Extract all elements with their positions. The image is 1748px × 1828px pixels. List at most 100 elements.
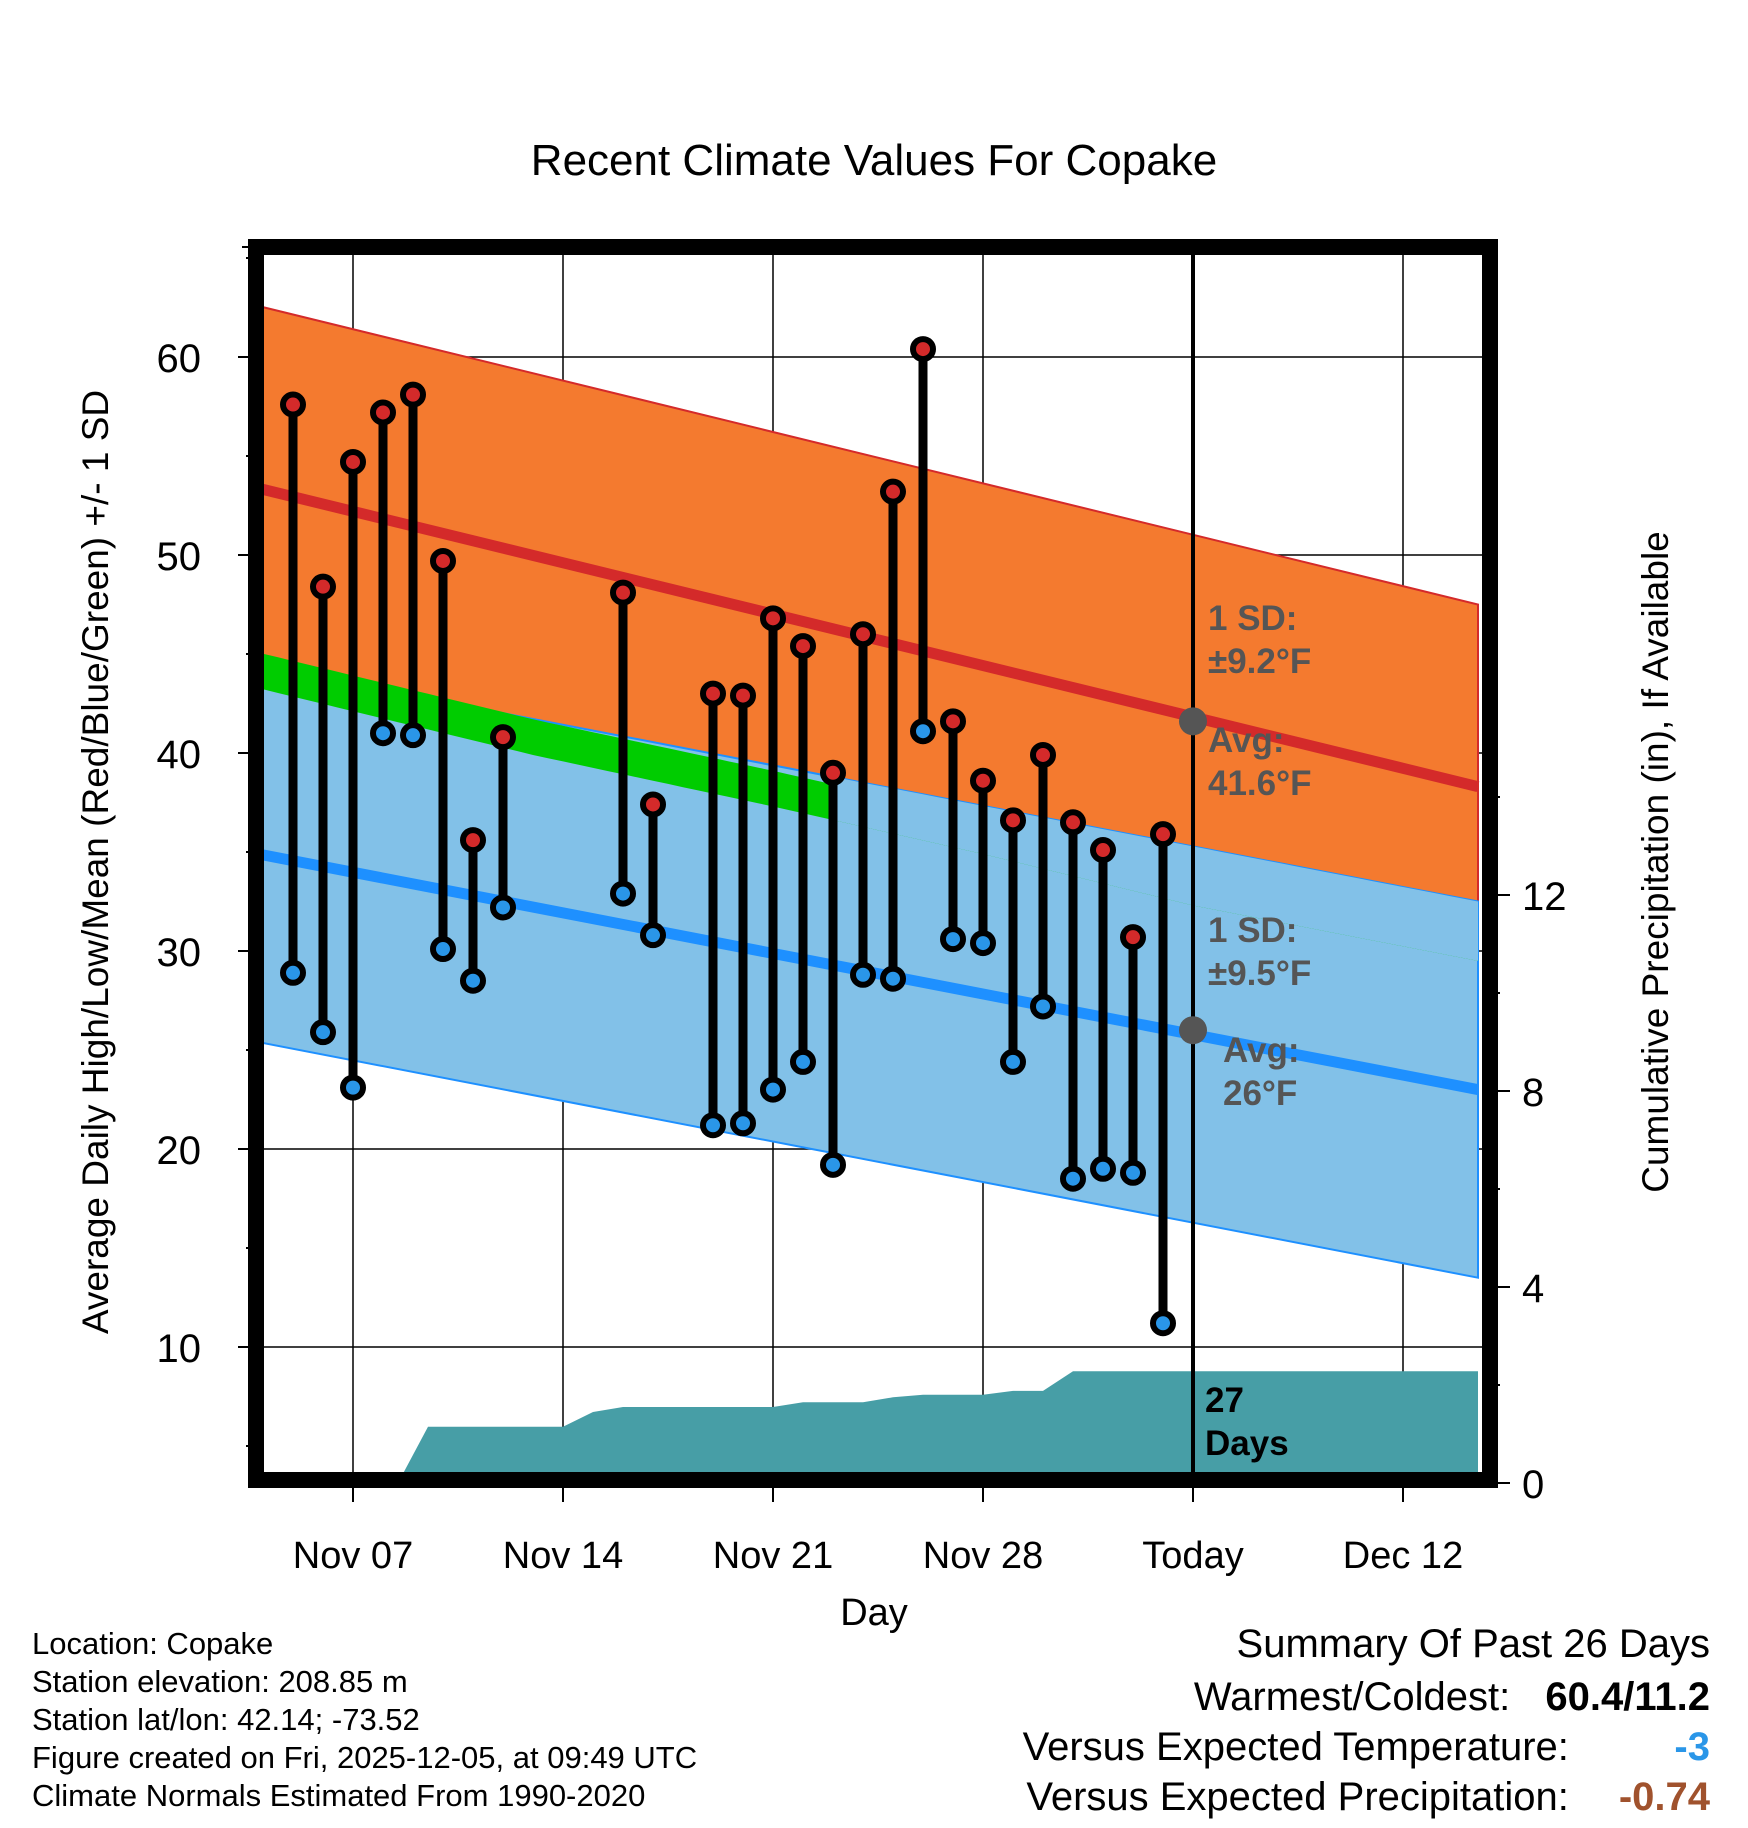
x-tick-label: Nov 21 [713, 1535, 833, 1577]
precipitation-area [399, 1371, 1478, 1480]
precip-label: Versus Expected Precipitation: [1026, 1775, 1569, 1819]
daily-high-point [1030, 741, 1056, 768]
y2-axis-label: Cumulative Precipitation (in), If Availa… [1635, 531, 1676, 1193]
temp-label: Versus Expected Temperature: [1022, 1725, 1569, 1769]
low-sd-value: ±9.5°F [1208, 954, 1311, 993]
daily-high-point [730, 682, 756, 709]
elevation-text: Station elevation: 208.85 m [32, 1664, 408, 1699]
x-axis-label: Day [840, 1592, 908, 1634]
daily-low-point [790, 1048, 816, 1075]
summary-title: Summary Of Past 26 Days [1236, 1622, 1710, 1666]
low-band-overlap [833, 776, 1478, 961]
daily-high-point [310, 573, 336, 600]
daily-low-point [820, 1151, 846, 1178]
daily-high-point [340, 448, 366, 475]
normals-text: Climate Normals Estimated From 1990-2020 [32, 1778, 646, 1813]
daily-high-point [490, 724, 516, 751]
daily-low-point [280, 959, 306, 986]
daily-low-point [700, 1112, 726, 1139]
daily-low-point [1120, 1159, 1146, 1186]
daily-low-point [370, 720, 396, 747]
daily-low-point [1000, 1048, 1026, 1075]
high-sd-label: 1 SD: [1208, 599, 1297, 638]
daily-high-point [1090, 837, 1116, 864]
high-sd-value: ±9.2°F [1208, 642, 1311, 681]
summary-temperature: Versus Expected Temperature: -3 [1023, 1725, 1710, 1770]
y-tick-label: 10 [157, 1327, 202, 1371]
temp-value: -3 [1674, 1725, 1710, 1769]
high-avg-label: Avg: [1208, 721, 1284, 760]
y2-tick-label: 4 [1522, 1267, 1544, 1311]
plot-border [248, 239, 1498, 1488]
y-tick-label: 20 [157, 1129, 202, 1173]
summary-precipitation: Versus Expected Precipitation: -0.74 [1026, 1775, 1710, 1820]
daily-low-point [1090, 1155, 1116, 1182]
daily-high-point [610, 579, 636, 606]
daily-high-point [760, 605, 786, 632]
daily-high-point [820, 759, 846, 786]
x-tick-label: Nov 07 [293, 1535, 413, 1577]
daily-high-point [640, 791, 666, 818]
daily-low-point [610, 880, 636, 907]
low-avg-value: 26°F [1223, 1074, 1297, 1113]
daily-high-point [700, 680, 726, 707]
daily-high-point [400, 381, 426, 408]
low-avg-label: Avg: [1223, 1031, 1299, 1070]
low-avg-point [1179, 1016, 1207, 1045]
daily-low-point [430, 936, 456, 963]
daily-low-point [730, 1110, 756, 1137]
location-text: Location: Copake [32, 1626, 274, 1661]
station-info: Location: Copake Station elevation: 208.… [32, 1625, 697, 1815]
daily-low-point [760, 1076, 786, 1103]
daily-low-point [1030, 993, 1056, 1020]
daily-high-point [850, 621, 876, 648]
daily-high-point [940, 708, 966, 735]
summary-warm-cold: Warmest/Coldest: 60.4/11.2 [1194, 1675, 1710, 1720]
daily-high-point [1000, 807, 1026, 834]
daily-low-point [940, 926, 966, 953]
days-count: 27 [1205, 1381, 1244, 1420]
daily-low-point [1150, 1310, 1176, 1337]
y-tick-label: 50 [157, 535, 202, 579]
x-tick-label: Dec 12 [1343, 1535, 1463, 1577]
y-tick-label: 30 [157, 931, 202, 975]
high-avg-point [1179, 707, 1207, 736]
daily-high-point [1060, 809, 1086, 836]
plot-area: 1 SD: ±9.2°F Avg: 41.6°F 1 SD: ±9.5°F Avg: 26°F… [157, 239, 1567, 1577]
created-text: Figure created on Fri, 2025-12-05, at 09… [32, 1740, 698, 1775]
daily-high-point [970, 767, 996, 794]
daily-low-point [850, 961, 876, 988]
latlon-text: Station lat/lon: 42.14; -73.52 [32, 1702, 420, 1737]
warm-cold-value: 60.4/11.2 [1545, 1675, 1710, 1719]
plot-content [256, 247, 1490, 1480]
chart-title: Recent Climate Values For Copake [531, 136, 1217, 185]
y2-tick-label: 8 [1522, 1071, 1544, 1115]
daily-high-point [370, 399, 396, 426]
y-axis-label: Average Daily High/Low/Mean (Red/Blue/Gr… [75, 390, 116, 1334]
daily-high-point [1120, 924, 1146, 951]
high-avg-value: 41.6°F [1208, 764, 1312, 803]
daily-high-point [1150, 821, 1176, 848]
daily-low-point [340, 1074, 366, 1101]
warm-cold-label: Warmest/Coldest: [1193, 1675, 1511, 1719]
y-tick-label: 60 [157, 337, 202, 381]
y2-tick-label: 0 [1522, 1463, 1544, 1507]
daily-low-point [1060, 1165, 1086, 1192]
daily-high-point [910, 336, 936, 363]
daily-high-point [280, 391, 306, 418]
daily-low-point [490, 894, 516, 921]
daily-low-point [910, 718, 936, 745]
x-tick-label: Today [1142, 1535, 1243, 1577]
daily-low-point [970, 930, 996, 957]
daily-low-point [310, 1019, 336, 1046]
daily-low-point [640, 922, 666, 949]
x-tick-label: Nov 28 [923, 1535, 1043, 1577]
daily-low-point [460, 967, 486, 994]
daily-low-point [400, 722, 426, 749]
precip-value: -0.74 [1618, 1775, 1710, 1819]
y2-tick-label: 12 [1522, 875, 1567, 919]
daily-high-point [880, 478, 906, 505]
days-label: Days [1205, 1424, 1289, 1463]
daily-high-point [460, 827, 486, 854]
